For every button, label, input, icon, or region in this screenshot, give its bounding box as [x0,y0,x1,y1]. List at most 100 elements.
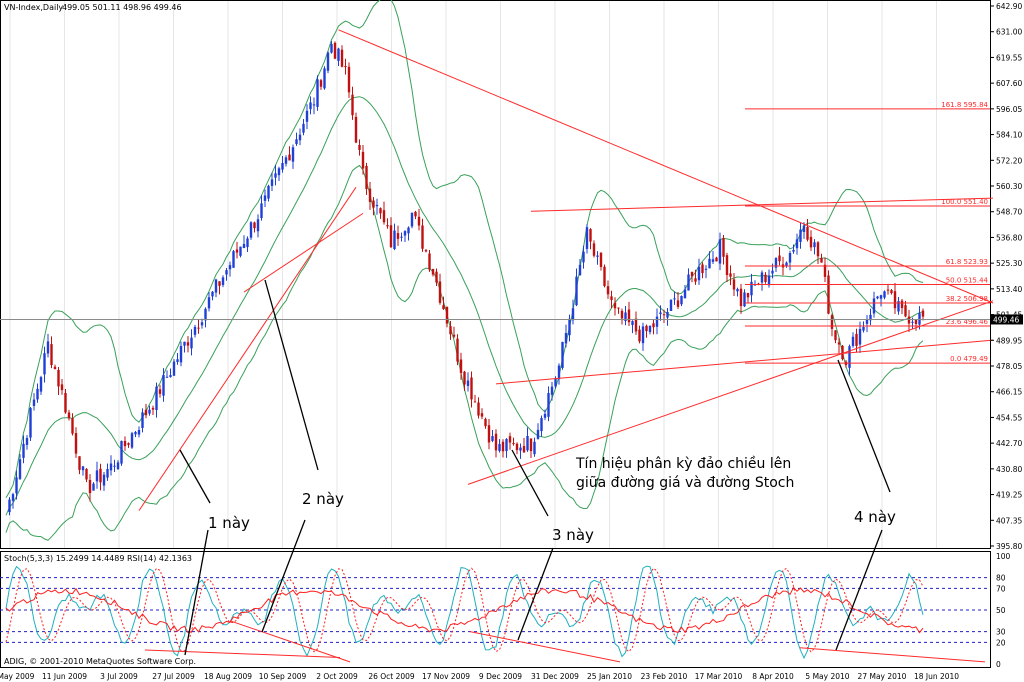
candle-body [806,226,809,240]
candle-body [862,327,865,331]
candle-body [176,359,179,362]
candle-body [603,266,606,287]
candle-body [169,375,172,378]
candle-body [508,436,512,443]
candle-body [858,328,862,345]
candle-body [375,204,379,207]
candle-body [330,44,333,53]
annotation-label-4: 4 này [854,508,896,526]
candle-body [71,418,74,434]
candle-body [235,249,239,253]
candle-body [561,341,564,368]
candle-body [914,319,918,325]
candle-body [711,259,715,262]
candle-body [424,250,428,252]
candle-body [249,222,253,238]
candle-body [893,291,897,309]
candle-body [361,151,365,169]
candle-body [827,275,830,314]
candle-body [172,361,176,376]
annotation-label-3: 3 này [552,526,594,544]
candle-body [214,279,218,293]
candle-body [43,353,46,375]
candle-body [662,314,666,316]
candle-body [624,312,627,322]
candle-body [18,459,22,479]
candle-body [701,264,704,274]
candle-body [267,185,270,199]
candle-body [137,429,141,435]
price-tick-label: 478.05 [996,362,1022,371]
candle-body [221,277,225,286]
candle-body [190,337,193,349]
candle-body [239,246,242,256]
candle-body [680,296,683,305]
candle-body [95,470,99,482]
date-tick-label: 9 Dec 2009 [479,672,522,681]
candle-body [130,433,134,448]
current-price-label: 499.46 [993,315,1019,324]
candle-body [389,225,393,248]
candle-body [795,239,799,249]
candle-body [438,281,442,303]
indicator-title: Stoch(5,3,3) 15.2499 14.4489 RSI(14) 42.… [4,554,192,563]
candle-body [813,242,816,248]
candle-body [746,292,750,298]
candle-body [673,298,676,300]
candle-body [491,436,494,441]
candle-body [778,255,781,262]
candle-body [452,334,456,337]
candle-body [316,79,319,107]
candle-body [323,68,326,89]
price-tick-label: 631.00 [996,28,1022,37]
candle-body [792,249,795,252]
trendline-rise-2 [243,212,364,293]
candle-body [414,211,417,217]
candle-body [606,286,610,295]
divergence-note-line2: giữa đường giá và đường Stoch [576,475,794,491]
candle-body [263,195,267,201]
price-tick-label: 619.55 [996,53,1022,62]
candle-body [585,227,589,249]
candle-body [351,94,354,116]
candle-body [197,327,200,329]
candle-body [211,291,214,297]
candle-body [85,468,88,480]
stoch-tick-label: 70 [996,584,1006,593]
candle-body [554,378,557,387]
candle-body [141,412,144,428]
candle-body [876,296,879,299]
annotation-label-2: 2 này [302,490,344,508]
price-tick-label: 430.80 [996,465,1022,474]
candle-body [466,380,470,386]
candle-body [144,409,148,416]
candle-body [498,444,501,451]
price-tick-label: 442.70 [996,439,1022,448]
annotation-pointer-2-down [261,519,306,633]
stoch-rsi-layer [0,565,990,663]
candle-body [575,276,578,306]
candle-body [291,147,295,162]
chart-title: VN-Index,Daily [4,3,63,12]
stoch-main-line [5,565,924,660]
candle-body [193,326,197,335]
candle-body [302,123,305,133]
date-tick-label: 20 May 2009 [0,672,35,681]
price-tick-label: 419.25 [996,491,1022,500]
candle-body [179,345,183,363]
candle-body [410,212,414,227]
divergence-note-line1: Tín hiệu phân kỳ đảo chiều lên [575,455,791,472]
candle-body [232,251,235,268]
annotation-lines-layer [179,279,891,656]
candle-body [449,326,452,335]
candle-body [785,262,788,266]
candle-body [589,229,592,242]
candle-body [67,412,71,419]
candle-body [99,468,102,483]
candle-body [907,316,911,324]
candle-body [88,479,92,494]
candle-body [393,230,396,249]
candle-body [515,443,519,451]
candle-body [820,257,823,263]
